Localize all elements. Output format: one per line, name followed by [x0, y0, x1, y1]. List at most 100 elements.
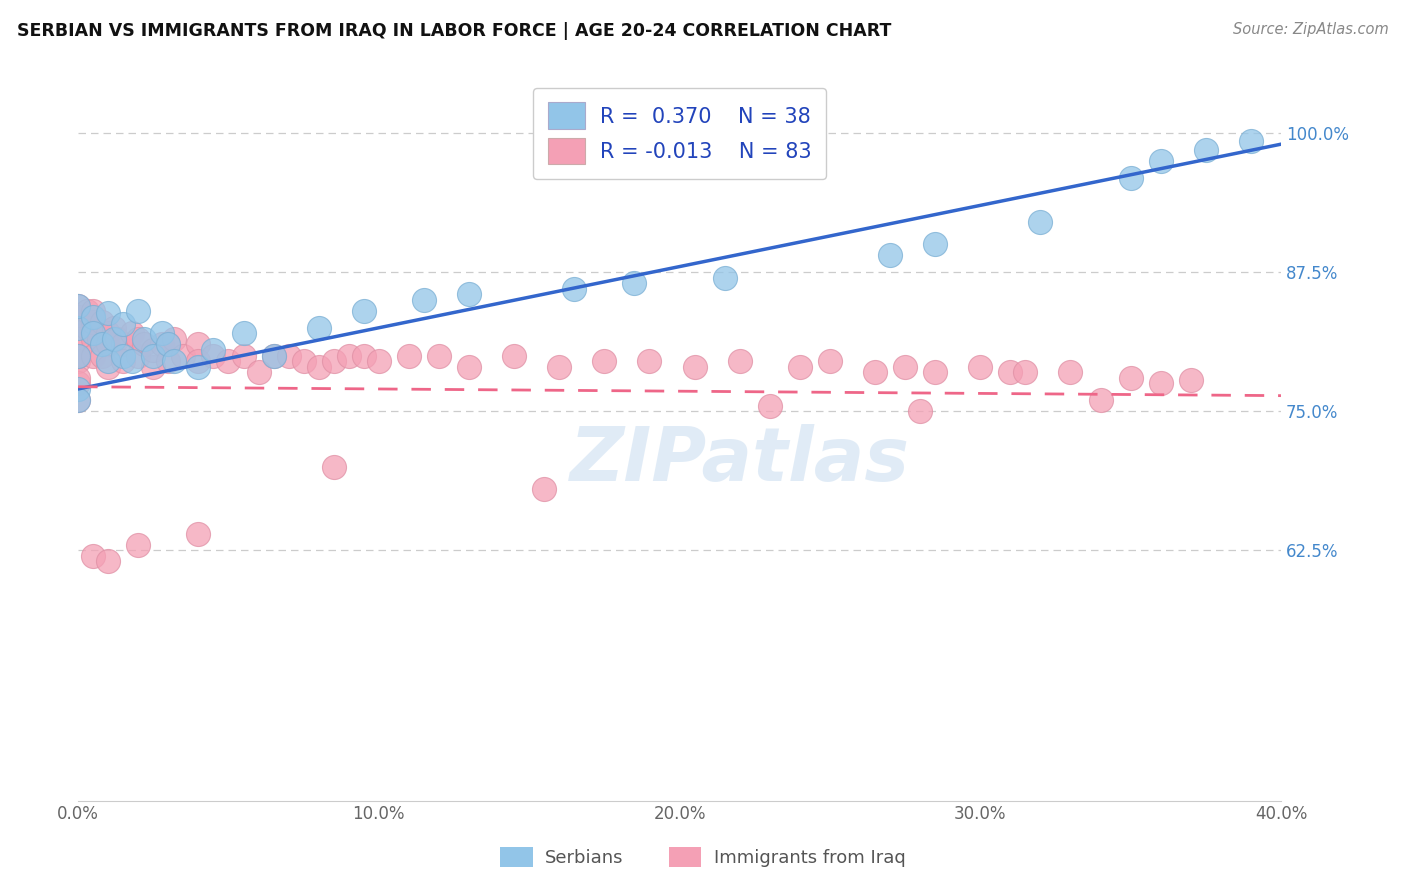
Point — [353, 304, 375, 318]
Point — [1150, 153, 1173, 168]
Point — [1000, 365, 1022, 379]
Point — [121, 354, 143, 368]
Point — [82, 549, 104, 563]
Point — [292, 354, 315, 368]
Point — [1090, 393, 1112, 408]
Point — [97, 306, 120, 320]
Point — [1150, 376, 1173, 391]
Point — [163, 354, 186, 368]
Point — [112, 318, 135, 332]
Point — [187, 526, 209, 541]
Point — [187, 359, 209, 374]
Point — [97, 326, 120, 341]
Point — [202, 343, 225, 357]
Point — [134, 332, 156, 346]
Point — [593, 354, 616, 368]
Point — [1029, 215, 1052, 229]
Point — [398, 349, 420, 363]
Point — [818, 354, 841, 368]
Point — [112, 337, 135, 351]
Point — [623, 277, 645, 291]
Point — [157, 354, 180, 368]
Point — [67, 349, 90, 363]
Point — [67, 382, 90, 396]
Point — [67, 393, 90, 408]
Point — [82, 315, 104, 329]
Point — [142, 359, 165, 374]
Point — [97, 359, 120, 374]
Point — [713, 270, 735, 285]
Point — [67, 310, 90, 324]
Point — [121, 326, 143, 341]
Point — [103, 332, 125, 346]
Point — [67, 371, 90, 385]
Point — [112, 349, 135, 363]
Point — [232, 326, 254, 341]
Point — [337, 349, 360, 363]
Point — [427, 349, 450, 363]
Point — [1119, 170, 1142, 185]
Point — [91, 337, 114, 351]
Legend: R =  0.370    N = 38, R = -0.013    N = 83: R = 0.370 N = 38, R = -0.013 N = 83 — [533, 87, 825, 179]
Point — [638, 354, 661, 368]
Point — [758, 399, 780, 413]
Point — [894, 359, 917, 374]
Point — [969, 359, 991, 374]
Point — [562, 282, 585, 296]
Point — [503, 349, 526, 363]
Text: Source: ZipAtlas.com: Source: ZipAtlas.com — [1233, 22, 1389, 37]
Point — [112, 354, 135, 368]
Point — [458, 287, 481, 301]
Point — [1059, 365, 1081, 379]
Point — [97, 554, 120, 568]
Point — [908, 404, 931, 418]
Point — [308, 320, 330, 334]
Point — [67, 349, 90, 363]
Point — [67, 376, 90, 391]
Point — [187, 337, 209, 351]
Point — [458, 359, 481, 374]
Point — [97, 354, 120, 368]
Point — [1119, 371, 1142, 385]
Point — [548, 359, 571, 374]
Point — [1180, 373, 1202, 387]
Point — [172, 349, 194, 363]
Point — [142, 349, 165, 363]
Point — [1240, 134, 1263, 148]
Point — [163, 332, 186, 346]
Point — [353, 349, 375, 363]
Point — [924, 365, 946, 379]
Point — [150, 337, 173, 351]
Point — [82, 310, 104, 324]
Point — [82, 349, 104, 363]
Point — [247, 365, 270, 379]
Point — [367, 354, 389, 368]
Point — [277, 349, 299, 363]
Point — [202, 349, 225, 363]
Point — [103, 320, 125, 334]
Point — [105, 332, 128, 346]
Point — [127, 538, 149, 552]
Point — [127, 304, 149, 318]
Point — [232, 349, 254, 363]
Point — [322, 354, 344, 368]
Point — [67, 393, 90, 408]
Point — [413, 293, 436, 307]
Point — [67, 349, 90, 363]
Point — [67, 299, 90, 313]
Point — [1195, 143, 1218, 157]
Point — [533, 482, 555, 496]
Point — [67, 299, 90, 313]
Point — [924, 237, 946, 252]
Point — [683, 359, 706, 374]
Text: SERBIAN VS IMMIGRANTS FROM IRAQ IN LABOR FORCE | AGE 20-24 CORRELATION CHART: SERBIAN VS IMMIGRANTS FROM IRAQ IN LABOR… — [17, 22, 891, 40]
Point — [82, 304, 104, 318]
Point — [157, 337, 180, 351]
Point — [157, 337, 180, 351]
Point — [76, 304, 98, 318]
Point — [89, 332, 111, 346]
Point — [76, 320, 98, 334]
Point — [728, 354, 751, 368]
Point — [187, 354, 209, 368]
Point — [82, 326, 104, 341]
